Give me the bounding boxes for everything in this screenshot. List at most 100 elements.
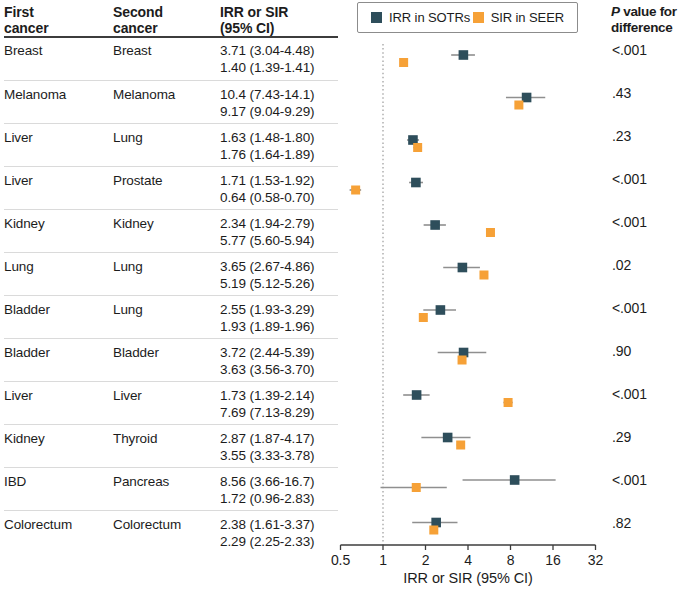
first-cancer-cell: Lung — [4, 258, 34, 275]
first-cancer-cell: Colorectum — [4, 516, 72, 533]
first-cancer-cell: Bladder — [4, 301, 50, 318]
x-tick-label: 1 — [379, 552, 387, 568]
second-cancer-cell: Lung — [113, 129, 143, 146]
estimate-cell: 2.38 (1.61-3.37)2.29 (2.25-2.33) — [220, 516, 314, 550]
second-cancer-cell: Melanoma — [113, 86, 175, 103]
col-header-second-cancer: Second cancer — [113, 4, 163, 36]
irr-estimate-text: 2.55 (1.93-3.29) — [220, 301, 314, 318]
table-row: Bladder Lung 2.55 (1.93-3.29)1.93 (1.89-1.… — [4, 295, 338, 338]
col-header-first-line2: cancer — [4, 20, 49, 36]
second-cancer-cell: Breast — [113, 42, 151, 59]
second-cancer-cell: Lung — [113, 301, 143, 318]
second-cancer-cell: Bladder — [113, 344, 159, 361]
sir-marker — [514, 101, 523, 110]
x-tick-label: 0.5 — [331, 552, 350, 568]
col-header-second-line2: cancer — [113, 20, 163, 36]
second-cancer-cell: Liver — [113, 387, 142, 404]
irr-estimate-text: 2.38 (1.61-3.37) — [220, 516, 314, 533]
sir-estimate-text: 1.93 (1.89-1.96) — [220, 318, 314, 335]
irr-estimate-text: 1.73 (1.39-2.14) — [220, 387, 314, 404]
estimate-cell: 3.72 (2.44-5.39)3.63 (3.56-3.70) — [220, 344, 314, 378]
irr-marker — [510, 475, 520, 485]
estimate-cell: 1.71 (1.53-1.92)0.64 (0.58-0.70) — [220, 172, 314, 206]
sir-marker — [458, 356, 467, 365]
sir-estimate-text: 1.72 (0.96-2.83) — [220, 490, 314, 507]
estimate-cell: 1.73 (1.39-2.14)7.69 (7.13-8.29) — [220, 387, 314, 421]
irr-estimate-text: 3.72 (2.44-5.39) — [220, 344, 314, 361]
irr-marker — [411, 178, 421, 188]
table-row: LiverProstate1.71 (1.53-1.92)0.64 (0.58-… — [4, 166, 338, 209]
irr-marker — [436, 305, 446, 315]
x-tick-label: 8 — [507, 552, 515, 568]
estimate-cell: 3.71 (3.04-4.48)1.40 (1.39-1.41) — [220, 42, 314, 76]
first-cancer-cell: Breast — [4, 42, 42, 59]
sir-marker — [419, 313, 428, 322]
irr-estimate-text: 1.63 (1.48-1.80) — [220, 129, 314, 146]
table-row: MelanomaMelanoma10.4 (7.43-14.1)9.17 (9.… — [4, 80, 338, 123]
irr-estimate-text: 3.71 (3.04-4.48) — [220, 42, 314, 59]
estimate-cell: 10.4 (7.43-14.1)9.17 (9.04-9.29) — [220, 86, 314, 120]
sir-estimate-text: 7.69 (7.13-8.29) — [220, 404, 314, 421]
first-cancer-cell: Kidney — [4, 430, 45, 447]
sir-estimate-text: 5.19 (5.12-5.26) — [220, 275, 314, 292]
sir-marker — [504, 398, 513, 407]
sir-marker — [399, 58, 408, 67]
irr-estimate-text: 8.56 (3.66-16.7) — [220, 473, 314, 490]
col-header-p-line1: P value for — [611, 4, 680, 20]
table-row: IBD Pancreas 8.56 (3.66-16.7)1.72 (0.96-2.… — [4, 467, 338, 510]
first-cancer-cell: Kidney — [4, 215, 45, 232]
sir-estimate-text: 3.63 (3.56-3.70) — [220, 361, 314, 378]
table-row: BladderBladder3.72 (2.44-5.39)3.63 (3.56… — [4, 338, 338, 381]
irr-marker — [412, 390, 422, 400]
irr-estimate-text: 1.71 (1.53-1.92) — [220, 172, 314, 189]
sir-marker — [413, 143, 422, 152]
col-header-estimate: IRR or SIR (95% CI) — [220, 4, 288, 36]
table-row: Colorectum Colorectum 2.38 (1.61-3.37)2.29… — [4, 510, 338, 553]
x-tick-label: 4 — [464, 552, 472, 568]
estimate-cell: 8.56 (3.66-16.7)1.72 (0.96-2.83) — [220, 473, 314, 507]
sir-marker — [479, 271, 488, 280]
irr-estimate-text: 2.87 (1.87-4.17) — [220, 430, 314, 447]
sir-estimate-text: 9.17 (9.04-9.29) — [220, 103, 314, 120]
estimate-cell: 1.63 (1.48-1.80)1.76 (1.64-1.89) — [220, 129, 314, 163]
irr-marker — [430, 220, 440, 230]
irr-marker — [458, 263, 468, 273]
col-header-p-value: P value for difference — [611, 4, 680, 36]
x-axis-title: IRR or SIR (95% CI) — [403, 570, 532, 586]
sir-marker — [351, 186, 360, 195]
table-row: Liver Lung 1.63 (1.48-1.80)1.76 (1.64-1.89… — [4, 123, 338, 166]
table-row: Kidney Kidney 2.34 (1.94-2.79)5.77 (5.60-5… — [4, 209, 338, 252]
sir-marker — [412, 483, 421, 492]
estimate-cell: 2.55 (1.93-3.29)1.93 (1.89-1.96) — [220, 301, 314, 335]
second-cancer-cell: Colorectum — [113, 516, 181, 533]
estimate-cell: 2.87 (1.87-4.17)3.55 (3.33-3.78) — [220, 430, 314, 464]
sir-estimate-text: 0.64 (0.58-0.70) — [220, 189, 314, 206]
table-row: LungLung3.65 (2.67-4.86)5.19 (5.12-5.26) — [4, 252, 338, 295]
first-cancer-cell: Liver — [4, 129, 33, 146]
forest-plot-canvas: 0.512481632IRR or SIR (95% CI) — [330, 0, 620, 592]
irr-estimate-text: 3.65 (2.67-4.86) — [220, 258, 314, 275]
sir-estimate-text: 1.76 (1.64-1.89) — [220, 146, 314, 163]
col-header-second-line1: Second — [113, 4, 163, 20]
col-header-estimate-line1: IRR or SIR — [220, 4, 288, 20]
first-cancer-cell: Liver — [4, 387, 33, 404]
table-row: Liver Liver 1.73 (1.39-2.14)7.69 (7.13-8.2… — [4, 381, 338, 424]
first-cancer-cell: IBD — [4, 473, 26, 490]
sir-marker — [456, 441, 465, 450]
irr-estimate-text: 10.4 (7.43-14.1) — [220, 86, 314, 103]
col-header-first-line1: First — [4, 4, 49, 20]
p-header-rest: value for — [623, 4, 677, 19]
sir-marker — [429, 526, 438, 535]
sir-estimate-text: 2.29 (2.25-2.33) — [220, 533, 314, 550]
sir-marker — [486, 228, 495, 237]
sir-estimate-text: 5.77 (5.60-5.94) — [220, 232, 314, 249]
first-cancer-cell: Liver — [4, 172, 33, 189]
col-header-estimate-line2: (95% CI) — [220, 20, 288, 36]
col-header-first-cancer: First cancer — [4, 4, 49, 36]
second-cancer-cell: Kidney — [113, 215, 154, 232]
irr-estimate-text: 2.34 (1.94-2.79) — [220, 215, 314, 232]
sir-estimate-text: 3.55 (3.33-3.78) — [220, 447, 314, 464]
col-header-p-line2: difference — [611, 20, 680, 36]
second-cancer-cell: Pancreas — [113, 473, 169, 490]
forest-plot-figure: First cancer Second cancer IRR or SIR (9… — [0, 0, 680, 592]
